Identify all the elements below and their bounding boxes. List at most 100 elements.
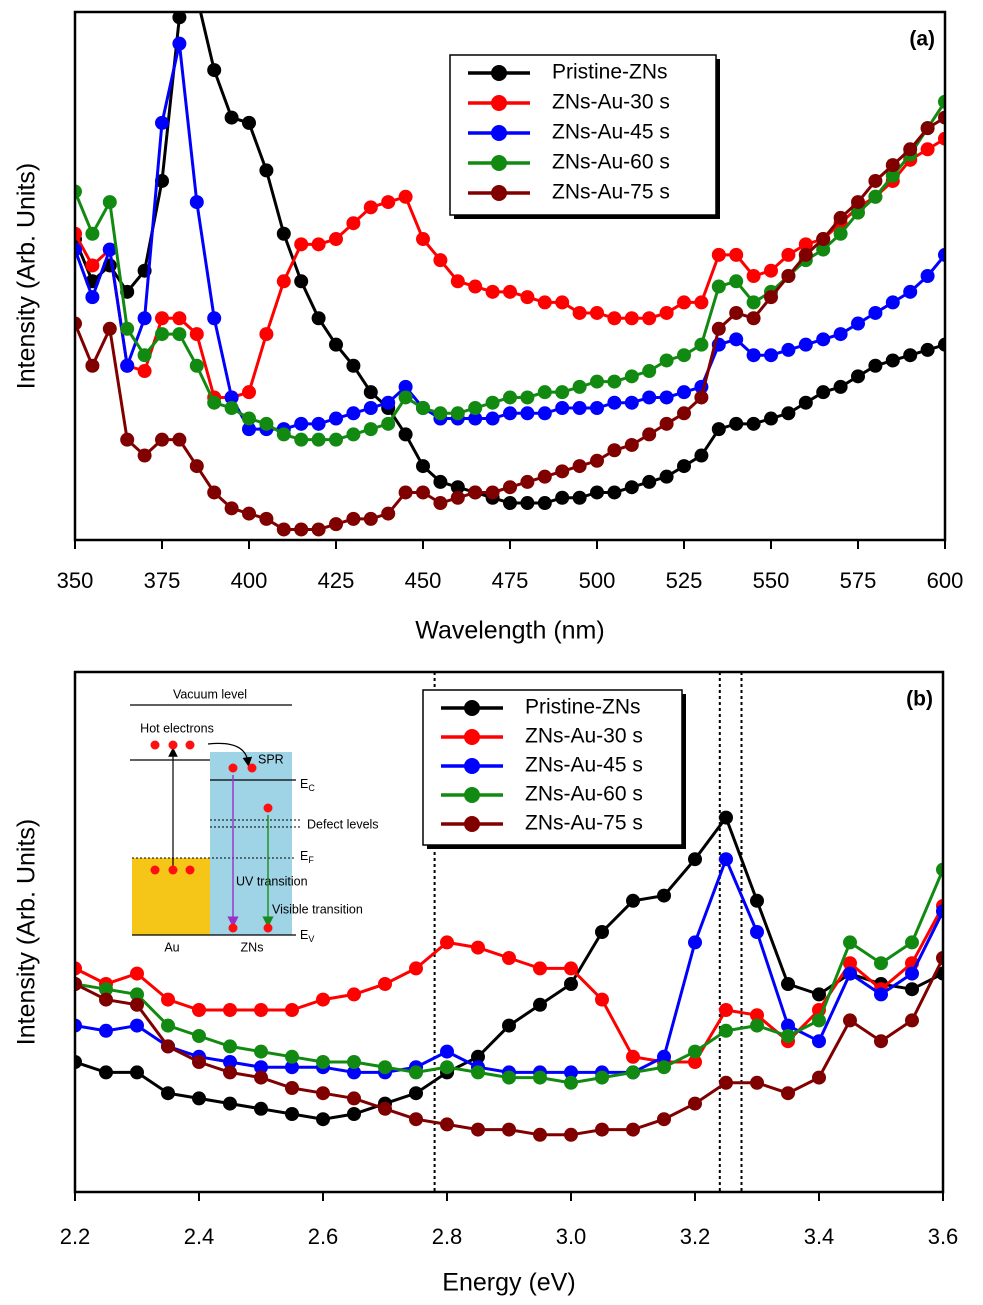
data-point <box>642 390 657 405</box>
data-point <box>242 115 256 130</box>
data-point <box>416 459 430 474</box>
data-point <box>381 395 396 410</box>
data-point <box>155 432 169 447</box>
data-point <box>936 862 943 877</box>
data-point <box>781 406 796 421</box>
data-point <box>363 511 378 526</box>
data-point <box>936 951 943 965</box>
data-point <box>130 1065 144 1080</box>
x-tick-label: 475 <box>492 568 529 593</box>
electrons <box>150 740 273 933</box>
data-point <box>746 311 761 326</box>
data-point <box>161 1039 175 1054</box>
data-point <box>626 1065 640 1080</box>
data-point <box>189 327 204 342</box>
data-point <box>381 195 396 210</box>
data-point <box>471 1049 485 1064</box>
data-point <box>130 997 144 1012</box>
data-point <box>259 327 274 342</box>
data-point <box>537 295 552 310</box>
electron <box>150 740 160 750</box>
electron <box>185 740 195 750</box>
x-tick-label: 3.0 <box>556 1224 587 1249</box>
data-point <box>851 369 865 384</box>
data-point <box>450 480 465 495</box>
data-point <box>868 189 883 204</box>
x-tick-label: 3.4 <box>804 1224 835 1249</box>
data-point <box>607 395 622 410</box>
data-point <box>657 1112 671 1127</box>
data-point <box>285 1060 299 1075</box>
data-point <box>192 1055 206 1069</box>
data-point <box>75 242 82 257</box>
data-point <box>677 348 691 363</box>
legend-label: ZNs-Au-30 s <box>525 725 643 748</box>
data-point <box>626 1122 640 1137</box>
legend-marker <box>464 700 480 716</box>
data-point <box>781 977 795 991</box>
data-point <box>833 226 848 241</box>
electron <box>228 923 238 933</box>
inset-label: UV transition <box>236 874 308 888</box>
data-point <box>626 893 640 908</box>
data-point <box>363 385 378 400</box>
data-point <box>485 395 500 410</box>
data-point <box>938 247 945 262</box>
data-point <box>812 1013 826 1028</box>
data-point <box>189 358 204 373</box>
x-tick-label: 600 <box>927 568 964 593</box>
x-axis-title: Energy (eV) <box>442 1269 575 1297</box>
x-axis-title: Wavelength (nm) <box>415 617 604 645</box>
x-tick-label: 2.6 <box>308 1224 339 1249</box>
data-point <box>329 517 343 532</box>
data-point <box>242 385 256 400</box>
data-point <box>533 1127 547 1142</box>
data-point <box>381 416 396 431</box>
data-point <box>659 416 674 431</box>
x-tick-label: 550 <box>753 568 790 593</box>
x-tick-label: 450 <box>405 568 442 593</box>
data-point <box>659 305 674 320</box>
legend-label: ZNs-Au-45 s <box>525 754 643 777</box>
data-point <box>868 358 883 373</box>
data-point <box>520 406 535 421</box>
data-point <box>719 810 733 825</box>
electron <box>247 763 257 773</box>
data-point <box>471 1065 485 1080</box>
x-tick-label: 400 <box>231 568 268 593</box>
data-point <box>378 1060 392 1075</box>
data-point <box>224 401 239 415</box>
data-point <box>659 390 674 405</box>
data-point <box>363 401 378 415</box>
data-point <box>572 401 587 415</box>
inset-label: C <box>308 783 315 793</box>
x-tick-label: 3.2 <box>680 1224 711 1249</box>
data-point <box>502 1122 516 1137</box>
data-point <box>624 395 639 410</box>
electron <box>228 763 238 773</box>
data-point <box>254 1044 268 1059</box>
data-point <box>729 332 744 347</box>
data-point <box>316 1086 330 1101</box>
data-point <box>347 1055 361 1069</box>
data-point <box>130 987 144 1002</box>
data-point <box>851 316 865 331</box>
data-point <box>311 416 326 431</box>
data-point <box>657 1049 671 1064</box>
data-point <box>833 379 848 394</box>
data-point <box>85 226 100 241</box>
zns-block <box>210 752 292 935</box>
data-point <box>294 522 309 537</box>
legend-marker <box>491 155 507 171</box>
data-point <box>254 1101 268 1116</box>
data-point <box>851 195 865 210</box>
data-point <box>874 956 888 971</box>
data-point <box>677 406 691 421</box>
data-point <box>259 511 274 526</box>
data-point <box>363 422 378 437</box>
data-point <box>285 1003 299 1017</box>
x-tick-label: 375 <box>144 568 181 593</box>
data-point <box>468 279 483 294</box>
data-point <box>564 1075 578 1090</box>
electron <box>263 803 273 813</box>
